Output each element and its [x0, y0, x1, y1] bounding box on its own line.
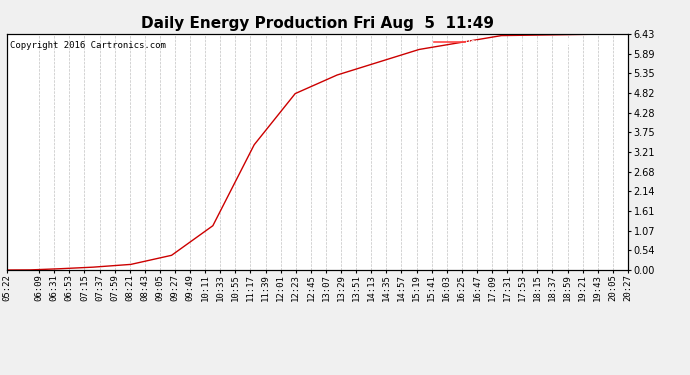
Title: Daily Energy Production Fri Aug  5  11:49: Daily Energy Production Fri Aug 5 11:49	[141, 16, 494, 31]
Text: Copyright 2016 Cartronics.com: Copyright 2016 Cartronics.com	[10, 41, 166, 50]
